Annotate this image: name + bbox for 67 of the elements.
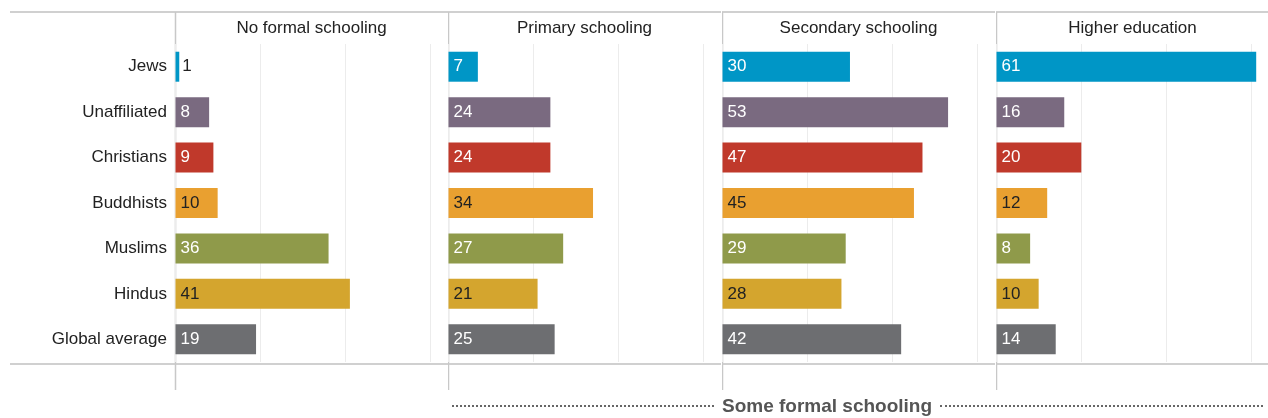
data-label: 19 bbox=[180, 328, 200, 348]
text: Some formal schooling bbox=[722, 395, 933, 417]
data-label: 8 bbox=[180, 101, 190, 121]
chart-title: Higher education bbox=[1068, 17, 1197, 37]
data-label: 16 bbox=[1001, 101, 1021, 121]
data-label: 10 bbox=[1001, 283, 1021, 303]
bar bbox=[996, 51, 1257, 82]
bar bbox=[722, 51, 850, 82]
y-tick-label: Buddhists bbox=[92, 192, 167, 212]
bar bbox=[448, 51, 478, 82]
bar bbox=[175, 278, 350, 309]
bar bbox=[996, 278, 1039, 309]
data-label: 47 bbox=[727, 147, 747, 167]
y-tick-label: Unaffiliated bbox=[82, 101, 167, 121]
data-label: 41 bbox=[180, 283, 200, 303]
data-label: 28 bbox=[727, 283, 747, 303]
bar bbox=[722, 324, 902, 355]
bar bbox=[996, 97, 1065, 128]
y-tick-label: Hindus bbox=[114, 283, 167, 303]
data-label: 1 bbox=[182, 56, 192, 76]
bar bbox=[448, 142, 551, 173]
y-tick-label: Muslims bbox=[104, 238, 167, 258]
data-label: 12 bbox=[1001, 192, 1021, 212]
bar bbox=[175, 97, 210, 128]
data-label: 27 bbox=[453, 238, 473, 258]
bar bbox=[448, 278, 538, 309]
bar bbox=[722, 278, 842, 309]
y-tick-label: Jews bbox=[128, 56, 167, 76]
bar bbox=[996, 142, 1082, 173]
data-label: 36 bbox=[180, 238, 200, 258]
bar bbox=[175, 188, 218, 218]
data-label: 20 bbox=[1001, 147, 1021, 167]
data-label: 24 bbox=[453, 147, 473, 167]
data-label: 8 bbox=[1001, 238, 1011, 258]
bar bbox=[175, 233, 329, 264]
bar bbox=[175, 142, 214, 173]
bar bbox=[996, 324, 1056, 355]
data-label: 21 bbox=[453, 283, 473, 303]
bar bbox=[448, 188, 594, 218]
bar bbox=[722, 97, 949, 128]
bar bbox=[448, 97, 551, 128]
chart-title: Primary schooling bbox=[516, 17, 653, 37]
data-label: 7 bbox=[453, 56, 463, 76]
data-label: 45 bbox=[727, 192, 747, 212]
data-label: 9 bbox=[180, 147, 190, 167]
y-tick-label: Christians bbox=[91, 147, 167, 167]
data-label: 29 bbox=[727, 238, 747, 258]
bar bbox=[722, 188, 914, 218]
bar bbox=[722, 233, 846, 264]
data-label: 24 bbox=[453, 101, 473, 121]
data-label: 61 bbox=[1001, 56, 1021, 76]
data-label: 25 bbox=[453, 328, 473, 348]
bar bbox=[996, 188, 1048, 218]
chart-title: No formal schooling bbox=[236, 17, 387, 37]
data-label: 14 bbox=[1001, 328, 1021, 348]
bar bbox=[448, 233, 564, 264]
y-tick-label: Global average bbox=[51, 328, 167, 348]
bar bbox=[448, 324, 555, 355]
data-label: 53 bbox=[727, 101, 747, 121]
data-label: 10 bbox=[180, 192, 200, 212]
bar bbox=[722, 142, 923, 173]
bar bbox=[175, 324, 257, 355]
data-label: 30 bbox=[727, 56, 747, 76]
data-label: 42 bbox=[727, 328, 747, 348]
bar bbox=[996, 233, 1031, 264]
chart-title: Secondary schooling bbox=[779, 17, 938, 37]
data-label: 34 bbox=[453, 192, 473, 212]
